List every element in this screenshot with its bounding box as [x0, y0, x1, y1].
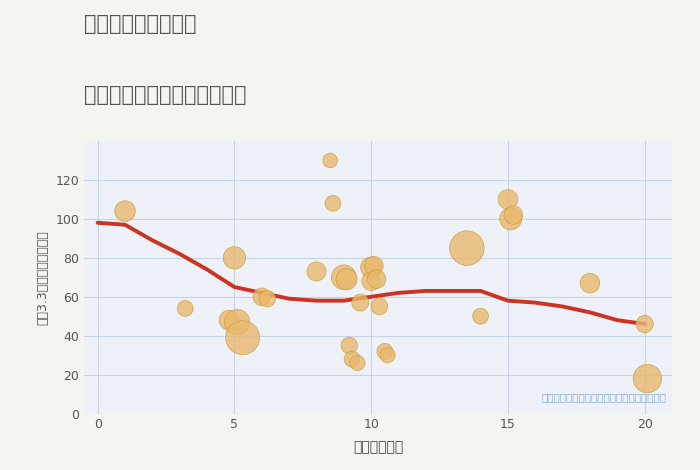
Point — [262, 295, 273, 303]
Point — [382, 352, 393, 359]
Point — [232, 318, 243, 326]
Point — [508, 211, 519, 219]
Text: 駅距離別中古マンション価格: 駅距離別中古マンション価格 — [84, 85, 246, 105]
Point — [355, 299, 366, 306]
Point — [341, 275, 352, 283]
X-axis label: 駅距離（分）: 駅距離（分） — [353, 440, 403, 454]
Point — [344, 342, 355, 349]
Point — [352, 359, 363, 367]
Point — [365, 277, 377, 285]
Point — [338, 274, 349, 281]
Point — [256, 293, 267, 300]
Point — [639, 320, 650, 328]
Point — [503, 196, 514, 203]
Text: 岐阜県山県市青波の: 岐阜県山県市青波の — [84, 14, 197, 34]
Point — [365, 264, 377, 271]
Point — [328, 200, 339, 207]
Point — [229, 254, 240, 262]
Point — [120, 207, 131, 215]
Point — [325, 157, 336, 164]
Point — [475, 313, 486, 320]
Point — [374, 303, 385, 310]
Point — [237, 334, 248, 341]
Point — [642, 375, 653, 382]
Point — [371, 275, 382, 283]
Point — [346, 355, 358, 363]
Point — [368, 262, 379, 269]
Point — [311, 268, 322, 275]
Text: 円の大きさは、取引のあった物件面積を示す: 円の大きさは、取引のあった物件面積を示す — [542, 392, 666, 402]
Point — [461, 244, 472, 252]
Point — [180, 305, 191, 312]
Y-axis label: 坪（3.3㎡）単価（万円）: 坪（3.3㎡）単価（万円） — [36, 230, 50, 325]
Point — [223, 316, 235, 324]
Point — [505, 215, 516, 223]
Point — [379, 347, 391, 355]
Point — [584, 279, 596, 287]
